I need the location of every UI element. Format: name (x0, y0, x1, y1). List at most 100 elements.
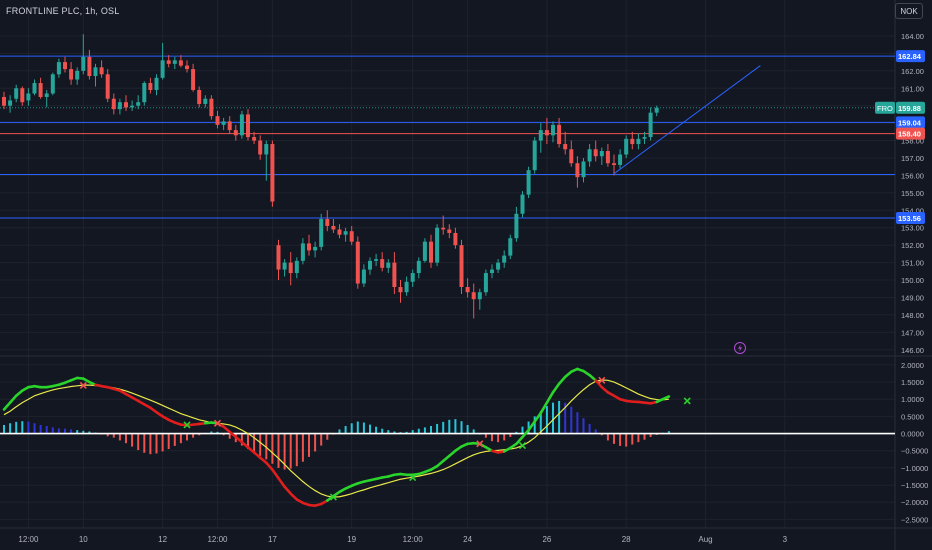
candle-body (8, 100, 13, 106)
histogram-bar (497, 433, 500, 443)
cross-marker (329, 493, 337, 501)
candle-body (630, 138, 635, 145)
candle (337, 224, 342, 239)
histogram-bar (222, 433, 225, 436)
candle-body (361, 269, 366, 284)
candle (654, 105, 659, 117)
symbol-title: FRONTLINE PLC, 1h, OSL (6, 6, 120, 16)
candle-body (490, 269, 494, 274)
histogram-bar (76, 430, 79, 434)
histogram-bar (369, 424, 371, 434)
symbol-tag-background (875, 101, 895, 114)
macd-line-segment (545, 391, 555, 404)
histogram-bar (637, 433, 640, 443)
candle-body (319, 219, 324, 247)
candle (355, 236, 360, 289)
candle-body (124, 102, 128, 108)
candle (636, 133, 641, 150)
histogram-bar (253, 433, 256, 453)
candle (166, 55, 171, 68)
histogram-bar (545, 406, 548, 434)
histogram-bar (143, 433, 146, 453)
cross-marker (476, 440, 484, 448)
candle-body (20, 88, 25, 103)
histogram-bar (3, 424, 5, 434)
candle-body (99, 67, 104, 75)
candle (69, 62, 74, 85)
candle-body (209, 98, 214, 117)
histogram-bar (45, 426, 48, 434)
histogram-bar (570, 406, 573, 434)
macd-line-segment (594, 379, 604, 389)
candle-body (172, 60, 177, 64)
histogram-bar (381, 428, 384, 434)
chart-annotations (734, 342, 746, 354)
histogram-bar (88, 431, 91, 434)
price-tags: 162.84 159.04 158.40 153.56 FRO 159.88 (875, 50, 925, 224)
candle-body (270, 144, 275, 202)
candle-body (294, 260, 299, 274)
macd-line-segment (447, 449, 457, 458)
candle-body (300, 243, 305, 261)
candle (496, 259, 501, 274)
candle (599, 147, 604, 165)
histogram-bar (228, 433, 231, 439)
histogram-bar (216, 431, 219, 434)
histogram-bar (600, 433, 603, 436)
candle-body (386, 262, 391, 268)
candle-body (111, 98, 116, 110)
candle (38, 77, 43, 99)
candle (288, 252, 293, 286)
candle (374, 253, 379, 267)
histogram-bar (173, 433, 176, 446)
candle-body (56, 62, 61, 75)
candle (551, 121, 555, 143)
candle (581, 157, 586, 183)
cross-marker (409, 473, 417, 482)
indicator-tick-label: −1.0000 (901, 464, 928, 473)
candle (111, 93, 116, 115)
histogram-bar (430, 426, 432, 434)
candle (557, 117, 562, 148)
candle (99, 60, 104, 78)
candle (63, 56, 67, 73)
time-axis[interactable]: 12:00 10 12 12:00 17 19 12:00 24 26 28 Aug 3 (18, 535, 787, 544)
candle-body (258, 140, 263, 155)
currency-button[interactable]: NOK (895, 3, 923, 19)
candle-body (87, 56, 92, 77)
candle-body (185, 65, 189, 70)
macd-line-segment (551, 382, 561, 394)
candle-body (343, 231, 348, 235)
price-tick-label: 148.00 (901, 311, 924, 320)
candle-body (252, 137, 257, 141)
histogram-bar (631, 433, 634, 445)
macd-line-segment (234, 435, 244, 444)
histogram-bar (515, 431, 518, 434)
candle-body (654, 107, 659, 113)
macd-line-segment (8, 394, 18, 404)
candle-body (160, 60, 165, 78)
histogram-bar (552, 402, 554, 434)
time-tick-label: 12 (158, 535, 167, 544)
cross-stroke (518, 442, 527, 450)
candle (319, 213, 324, 251)
price-tick-label: 147.00 (901, 328, 924, 337)
histogram-bar (576, 412, 579, 434)
candle (429, 234, 433, 268)
candle-body (307, 243, 311, 251)
histogram-bar (161, 433, 164, 452)
macd-line-segment (258, 456, 268, 465)
histogram-bar (247, 433, 249, 450)
candle (410, 269, 415, 288)
candle-body (544, 130, 549, 136)
trendline[interactable] (613, 65, 761, 175)
price-tick-label: 155.00 (901, 189, 924, 198)
indicator-tick-label: 1.5000 (901, 378, 924, 387)
candle (209, 95, 214, 120)
candle-body (331, 225, 336, 230)
candle (508, 234, 513, 260)
time-tick-label: 28 (622, 535, 631, 544)
candle-body (465, 287, 470, 293)
histogram-bar (484, 433, 487, 438)
